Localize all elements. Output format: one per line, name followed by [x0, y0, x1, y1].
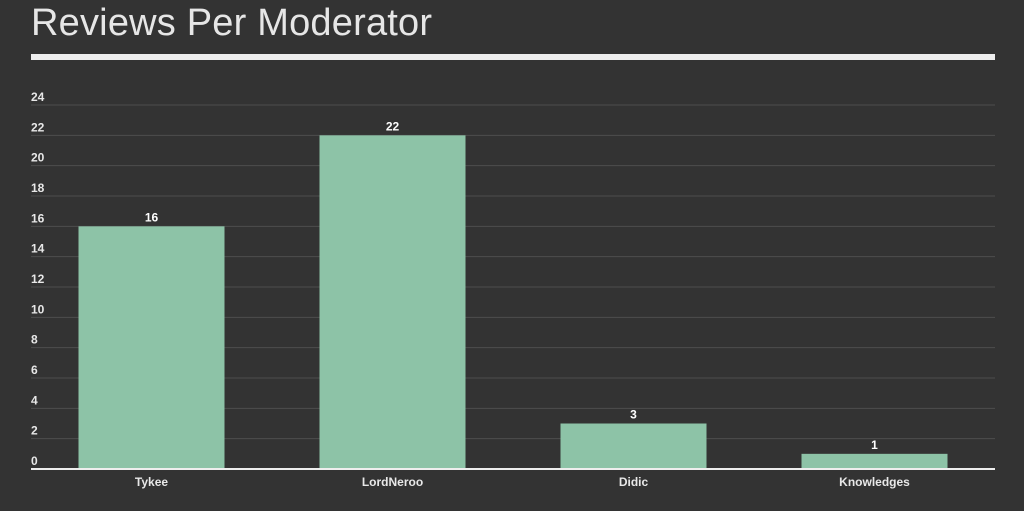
x-category-label: LordNeroo	[362, 475, 423, 489]
data-label: 16	[145, 210, 159, 224]
y-tick-label: 6	[31, 363, 38, 377]
y-tick-label: 22	[31, 120, 45, 134]
data-label: 22	[386, 119, 400, 133]
x-category-label: Tykee	[135, 475, 168, 489]
y-tick-label: 12	[31, 272, 45, 286]
y-tick-label: 16	[31, 211, 45, 225]
bar-tykee[interactable]	[78, 226, 225, 469]
y-tick-label: 4	[31, 393, 38, 407]
x-category-label: Didic	[619, 475, 649, 489]
bar-lordneroo[interactable]	[319, 135, 466, 470]
y-tick-label: 10	[31, 302, 45, 316]
y-tick-label: 24	[31, 90, 45, 104]
page-title: Reviews Per Moderator	[31, 2, 433, 44]
y-tick-label: 18	[31, 181, 45, 195]
bar-didic[interactable]	[560, 423, 707, 470]
y-tick-label: 14	[31, 242, 45, 256]
data-label: 1	[871, 438, 878, 452]
y-tick-label: 0	[31, 454, 38, 468]
y-tick-label: 20	[31, 151, 45, 165]
x-axis-category-labels: Tykee LordNeroo Didic Knowledges	[135, 475, 910, 489]
title-divider	[31, 54, 995, 60]
x-category-label: Knowledges	[839, 475, 910, 489]
y-tick-label: 8	[31, 333, 38, 347]
bars	[78, 135, 948, 470]
bar-knowledges[interactable]	[801, 453, 948, 469]
data-label: 3	[630, 408, 637, 422]
data-labels: 16 22 3 1	[145, 119, 878, 452]
y-tick-label: 2	[31, 424, 38, 438]
